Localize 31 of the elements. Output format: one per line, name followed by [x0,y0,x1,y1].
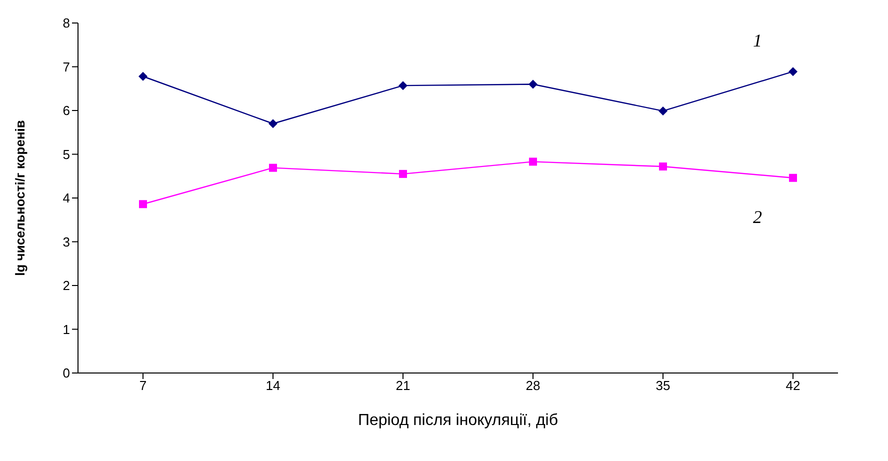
y-tick-label: 3 [62,234,70,250]
y-tick-label: 8 [62,16,70,31]
point [658,106,668,116]
x-tick-label: 7 [139,378,147,394]
point [659,162,667,170]
y-tick-label: 5 [62,146,70,162]
x-tick-label: 35 [656,378,670,394]
x-tick-label: 21 [396,378,410,394]
point [139,200,147,208]
x-tick-label: 42 [786,378,800,394]
y-tick-label: 1 [62,322,70,337]
y-axis-title: lg чисельності/г коренів [12,120,28,276]
point [789,174,797,182]
y-tick-label: 6 [62,103,70,118]
series-label: 2 [753,206,762,227]
point [398,81,408,90]
y-tick-label: 4 [62,190,70,206]
point [528,80,538,89]
point [788,67,798,76]
y-tick-label: 0 [62,366,70,381]
point [529,158,537,166]
point [268,119,278,128]
point [138,72,148,81]
point [399,170,407,178]
x-tick-label: 14 [266,378,280,394]
y-tick-label: 2 [62,278,70,294]
y-tick-label: 7 [62,59,70,74]
point [269,164,277,172]
x-axis-title: Період після інокуляції, діб [358,412,558,429]
series-label: 1 [753,30,762,51]
x-tick-label: 28 [526,378,540,394]
